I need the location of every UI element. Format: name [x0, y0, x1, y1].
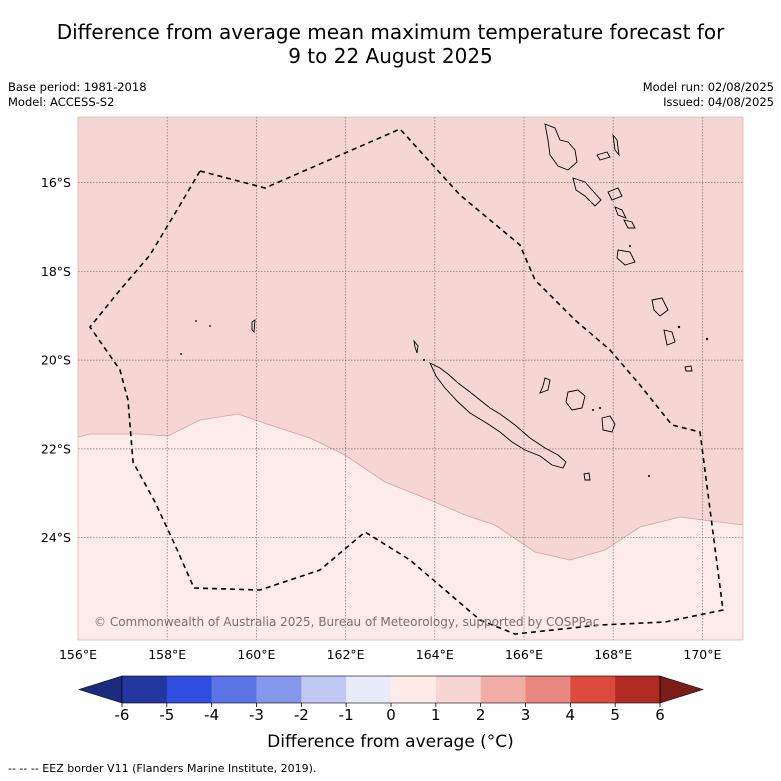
colorbar-swatch — [346, 676, 392, 703]
issued-date: Issued: 04/08/2025 — [663, 95, 774, 109]
colorbar-tick-label: -1 — [339, 706, 354, 724]
latitude-label: 20°S — [41, 353, 71, 368]
colorbar-label: Difference from average (°C) — [267, 732, 514, 752]
colorbar-tick-label: 1 — [431, 706, 441, 724]
longitude-label: 166°E — [505, 647, 543, 662]
tiny-islets — [180, 245, 709, 477]
model-name: Model: ACCESS-S2 — [8, 95, 115, 109]
new-caledonia-coast — [429, 362, 567, 469]
longitude-label: 158°E — [148, 647, 186, 662]
colorbar-swatch — [391, 676, 437, 703]
colorbar-swatch — [122, 676, 168, 703]
vanuatu-epi — [607, 187, 623, 201]
longitude-label: 160°E — [237, 647, 275, 662]
colorbar-swatch — [480, 676, 526, 703]
latitude-label: 16°S — [41, 175, 71, 190]
latitude-label: 24°S — [41, 530, 71, 545]
eez-legend-note: -- -- -- EEZ border V11 (Flanders Marine… — [8, 762, 317, 775]
map-frame — [77, 116, 744, 641]
longitude-axis: 156°E 158°E 160°E 162°E 164°E 166°E 168°E 170°E — [59, 647, 722, 662]
colorbar-tick-label: -6 — [115, 706, 130, 724]
longitude-label: 162°E — [327, 647, 365, 662]
vanuatu-efate — [623, 219, 636, 229]
colorbar-tick-label: -5 — [159, 706, 174, 724]
loyalty-ouvea — [539, 377, 551, 394]
latitude-label: 18°S — [41, 264, 71, 279]
colorbar-tick-label: -2 — [294, 706, 309, 724]
title-line-2: 9 to 22 August 2025 — [288, 44, 493, 68]
colorbar-tick-label: -4 — [204, 706, 219, 724]
belep-islands — [413, 339, 419, 354]
colorbar-tick-label: 3 — [521, 706, 531, 724]
colorbar-tick-label: 5 — [610, 706, 620, 724]
colorbar-tick-label: 2 — [476, 706, 486, 724]
colorbar-over-arrow — [659, 675, 705, 704]
colorbar-under-arrow — [77, 675, 123, 704]
vanuatu-espiritu-santo — [544, 123, 578, 171]
copyright-notice: © Commonwealth of Australia 2025, Bureau… — [94, 615, 599, 629]
vanuatu-shepherds — [614, 206, 627, 219]
colorbar-swatch — [570, 676, 616, 703]
colorbar-tick-label: 6 — [655, 706, 665, 724]
colorbar-swatch — [211, 676, 257, 703]
colorbar-swatch — [301, 676, 347, 703]
colorbar-swatch — [166, 676, 212, 703]
colorbar-ticks: -6 -5 -4 -3 -2 -1 0 1 2 3 4 5 6 — [115, 703, 665, 724]
colorbar-swatch — [525, 676, 571, 703]
coastlines — [251, 123, 693, 481]
anomaly-contour — [78, 413, 743, 561]
model-run: Model run: 02/08/2025 — [642, 80, 774, 94]
colorbar — [77, 675, 705, 704]
colorbar-swatch — [256, 676, 302, 703]
vanuatu-erromango — [616, 249, 636, 266]
vanuatu-maewo — [612, 133, 620, 157]
islet-matthew — [684, 365, 693, 372]
longitude-label: 164°E — [416, 647, 454, 662]
anomaly-band-0-1 — [78, 414, 743, 640]
colorbar-swatch — [435, 676, 481, 703]
latitude-axis: 16°S 18°S 20°S 22°S 24°S — [41, 175, 71, 545]
colorbar-tick-label: 4 — [566, 706, 576, 724]
eez-border — [88, 128, 724, 635]
latitude-label: 22°S — [41, 441, 71, 456]
vanuatu-malekula — [572, 177, 602, 207]
map-title: Difference from average mean maximum tem… — [0, 20, 781, 68]
longitude-label: 170°E — [683, 647, 721, 662]
colorbar-tick-label: -3 — [249, 706, 264, 724]
graticule — [78, 117, 743, 640]
meta-left: Base period: 1981-2018 Model: ACCESS-S2 — [8, 80, 147, 110]
vanuatu-ambae — [596, 151, 611, 161]
chesterfield-reef — [251, 319, 256, 334]
colorbar-tick-label: 0 — [386, 706, 396, 724]
meta-right: Model run: 02/08/2025 Issued: 04/08/2025 — [643, 80, 774, 110]
loyalty-lifou — [565, 389, 586, 411]
loyalty-mare — [601, 415, 616, 433]
vanuatu-aneityum — [663, 329, 676, 346]
map-area: © Commonwealth of Australia 2025, Bureau… — [78, 117, 743, 640]
title-line-1: Difference from average mean maximum tem… — [56, 20, 725, 44]
isle-of-pines — [583, 472, 591, 481]
colorbar-swatch — [615, 676, 661, 703]
vanuatu-tanna — [651, 297, 669, 317]
base-period: Base period: 1981-2018 — [8, 80, 147, 94]
longitude-label: 168°E — [594, 647, 632, 662]
longitude-label: 156°E — [59, 647, 97, 662]
